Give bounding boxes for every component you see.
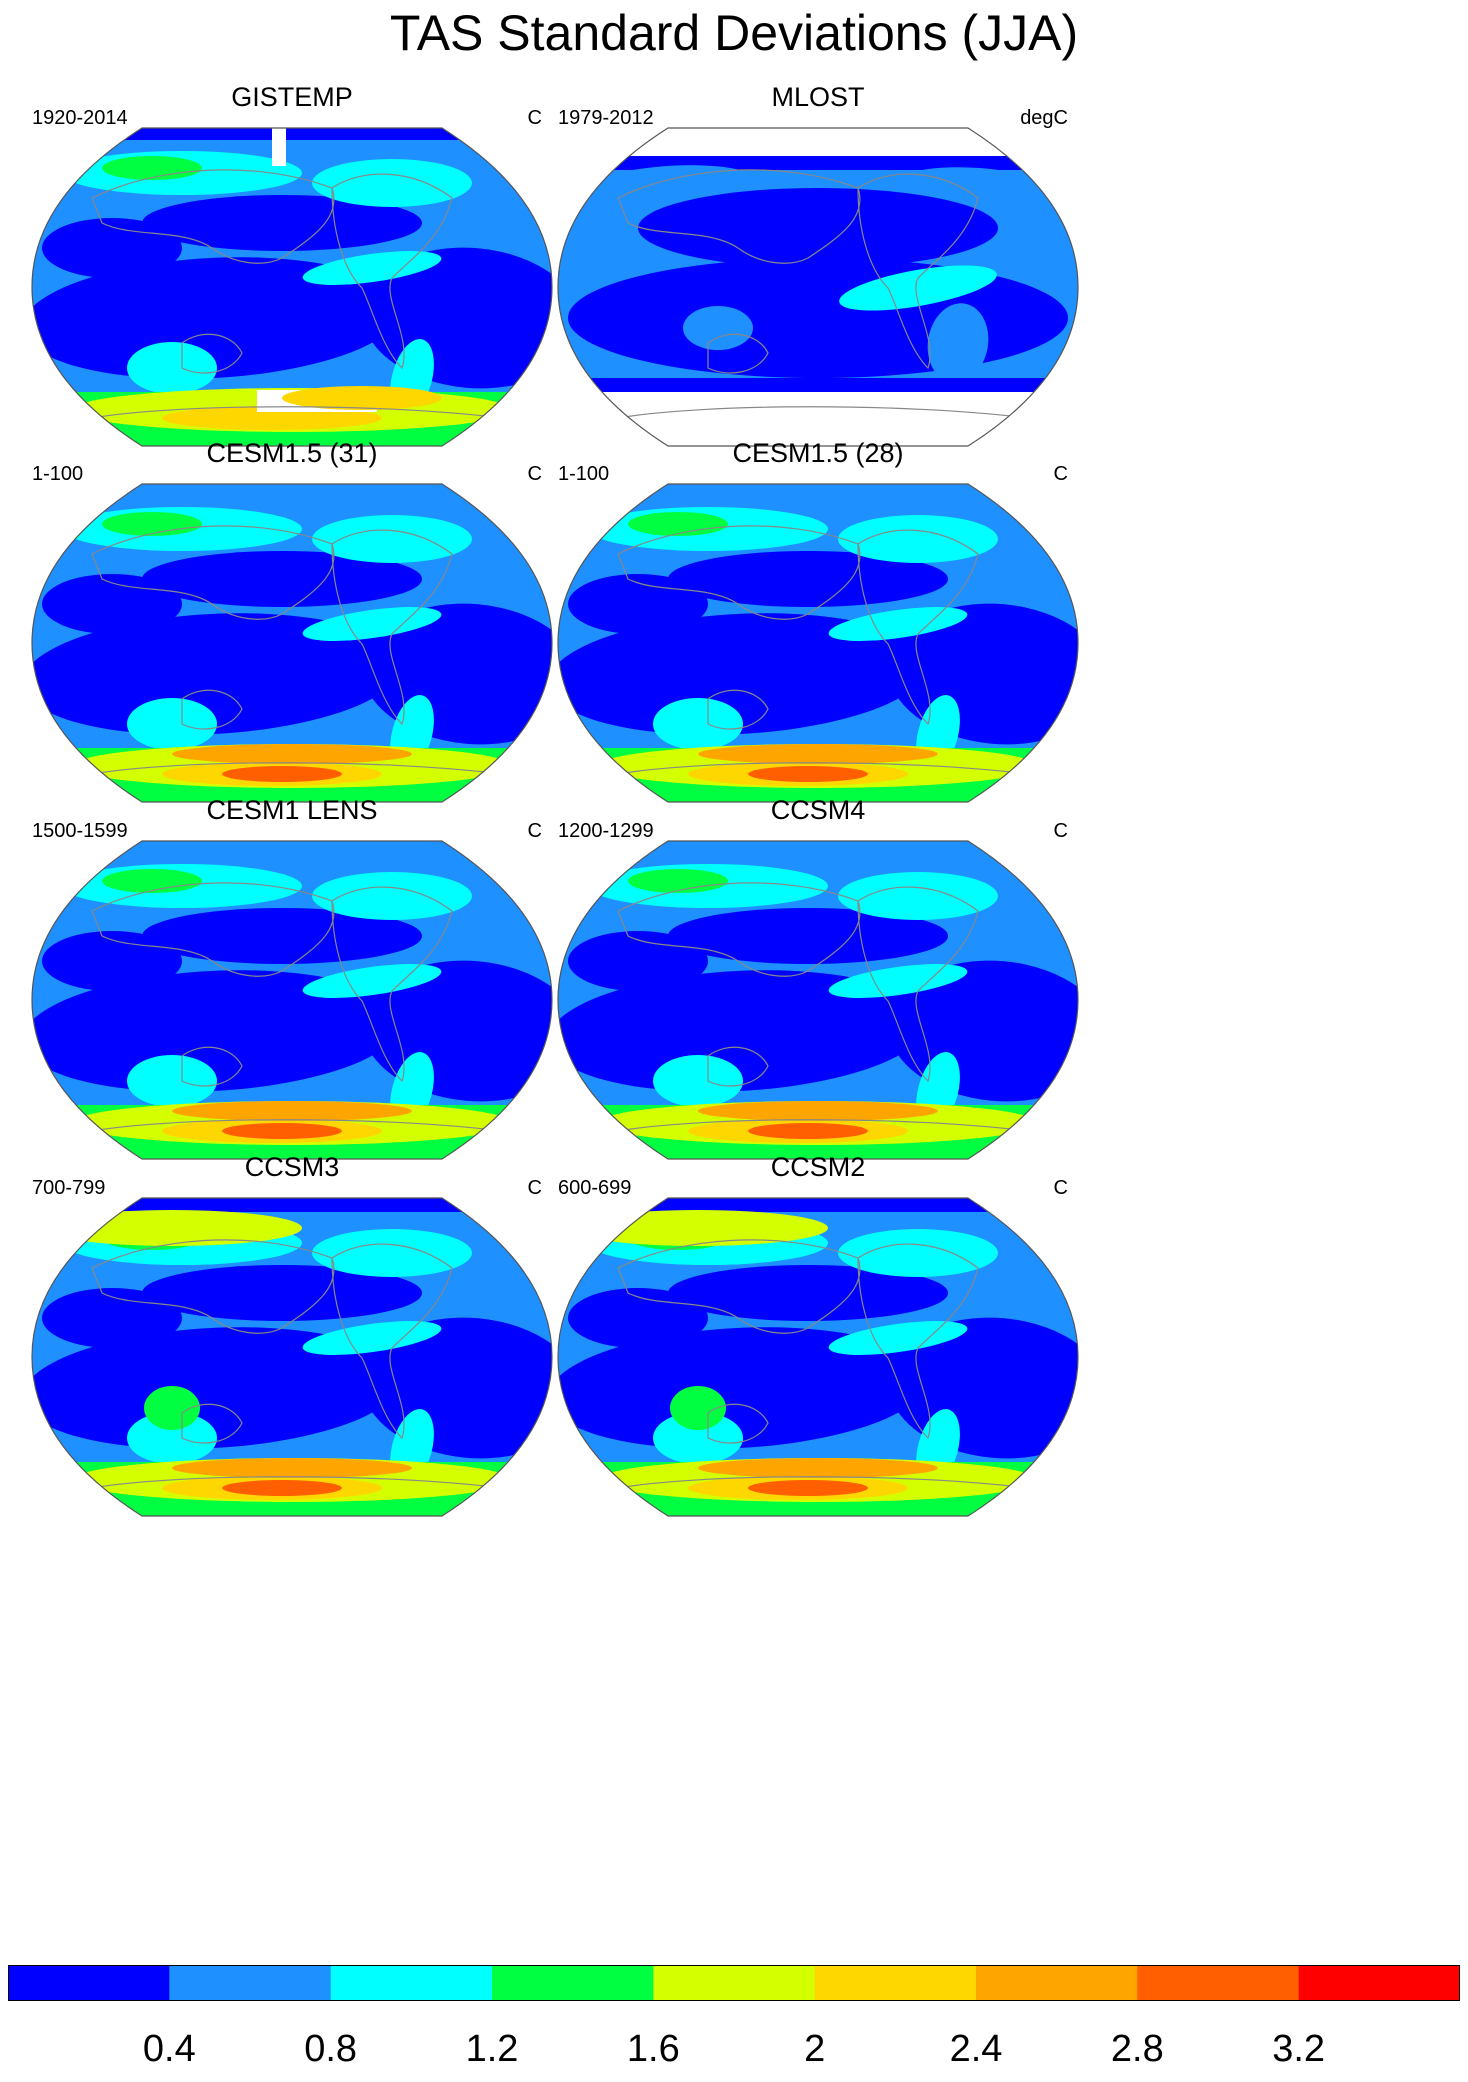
panel-title: CESM1.5 (31)	[206, 438, 378, 468]
colorbar-tick-label: 3.2	[1272, 2028, 1326, 2070]
colorbar-swatch	[330, 1965, 493, 2001]
map-panel	[557, 127, 1079, 447]
colorbar-swatch	[814, 1965, 977, 2001]
panel-units-label: degC	[1020, 107, 1068, 129]
figure-title: TAS Standard Deviations (JJA)	[389, 5, 1079, 61]
panel-units-label: C	[527, 820, 542, 842]
panel-period-label: 1979-2012	[558, 107, 654, 129]
colorbar-swatch	[8, 1965, 170, 2001]
panel-period-label: 600-699	[558, 1177, 632, 1199]
map-panel	[31, 1197, 553, 1517]
panel-units-label: C	[1053, 820, 1068, 842]
colorbar-tick-label: 0.8	[304, 2028, 358, 2070]
map-panel	[557, 483, 1079, 803]
map-panel	[31, 483, 553, 803]
panel-period-label: 700-799	[32, 1177, 106, 1199]
colorbar-tick-label: 2.8	[1110, 2028, 1164, 2070]
panel-units-label: C	[1053, 1177, 1068, 1199]
colorbar-swatch	[976, 1965, 1138, 2001]
map-panel	[557, 840, 1079, 1160]
panel-title: CCSM2	[770, 1152, 866, 1182]
colorbar-swatch	[169, 1965, 332, 2001]
panel-period-label: 1500-1599	[32, 820, 128, 842]
colorbar-tick-label: 2	[804, 2028, 826, 2070]
colorbar-swatch	[653, 1965, 816, 2001]
panel-title: MLOST	[771, 82, 865, 112]
panel-title: GISTEMP	[231, 82, 353, 112]
colorbar-swatch	[492, 1965, 654, 2001]
panel-period-label: 1200-1299	[558, 820, 654, 842]
colorbar-tick-label: 1.6	[626, 2028, 680, 2070]
panel-title: CCSM3	[244, 1152, 340, 1182]
panel-units-label: C	[527, 107, 542, 129]
panel-period-label: 1-100	[32, 463, 84, 485]
panel-period-label: 1-100	[558, 463, 610, 485]
panel-title: CESM1.5 (28)	[732, 438, 904, 468]
colorbar-swatch	[1137, 1965, 1300, 2001]
colorbar-tick-label: 0.4	[142, 2028, 196, 2070]
colorbar-tick-label: 2.4	[949, 2028, 1003, 2070]
panel-title: CESM1 LENS	[206, 795, 378, 825]
panel-title: CCSM4	[770, 795, 866, 825]
colorbar	[8, 1965, 1460, 2001]
panel-units-label: C	[1053, 463, 1068, 485]
panel-units-label: C	[527, 1177, 542, 1199]
map-panel	[31, 127, 553, 447]
map-panel	[557, 1197, 1079, 1517]
colorbar-tick-label: 1.2	[465, 2028, 519, 2070]
panel-units-label: C	[527, 463, 542, 485]
colorbar-swatch	[1298, 1965, 1460, 2001]
map-panel	[31, 840, 553, 1160]
panel-period-label: 1920-2014	[32, 107, 128, 129]
